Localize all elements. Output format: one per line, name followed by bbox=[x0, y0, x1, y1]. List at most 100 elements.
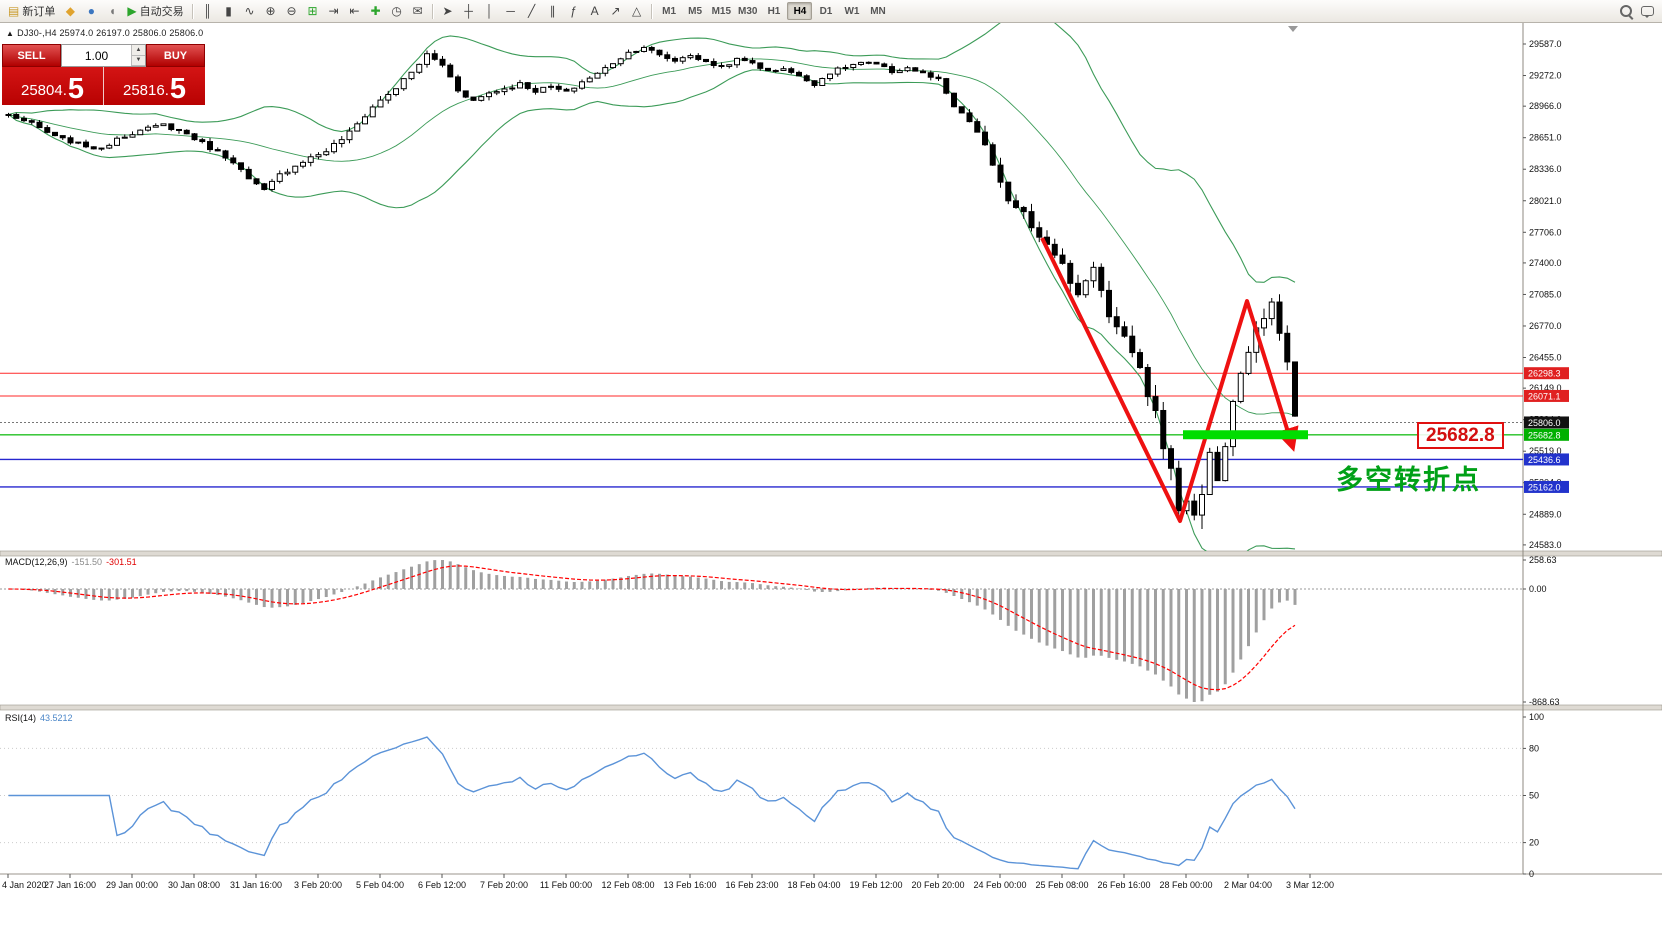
macd-signal-value: -301.51 bbox=[106, 557, 137, 567]
price-tag bbox=[1524, 367, 1569, 380]
horizontal-line-icon: ─ bbox=[506, 4, 515, 18]
candlestick-chart-icon[interactable]: ▮ bbox=[219, 2, 239, 21]
buy-price-main: 25816. bbox=[122, 82, 169, 99]
vertical-line-icon: │ bbox=[485, 4, 494, 18]
chat-icon[interactable] bbox=[1637, 2, 1658, 21]
auto-scroll-icon: ⇥ bbox=[328, 4, 339, 18]
svg-text:28021.0: 28021.0 bbox=[1529, 196, 1562, 206]
volume-field[interactable]: 1.00 ▲ ▼ bbox=[61, 44, 146, 67]
svg-text:258.63: 258.63 bbox=[1529, 555, 1557, 565]
fibonacci-icon[interactable]: ƒ bbox=[564, 2, 584, 21]
support-icon[interactable]: ◖ bbox=[102, 2, 122, 21]
rsi-panel[interactable]: 100 80 50 20 0 bbox=[0, 712, 1544, 879]
top-toolbar: ▤ 新订单 ◆ ● ◖ ▶ 自动交易 ║ ▮ ∿ ⊕ ⊖ ⊞ ⇥ ⇤ ✚ ◷ ✉ ➤ ┼ │ ─ ╱ ∥ ƒ A ↗ △ M1 M5 M15… bbox=[0, 0, 1662, 23]
zoom-in-icon[interactable]: ⊕ bbox=[261, 2, 281, 21]
wallet-icon[interactable]: ◆ bbox=[60, 2, 80, 21]
horizontal-line-icon[interactable]: ─ bbox=[501, 2, 521, 21]
svg-text:2 Mar 04:00: 2 Mar 04:00 bbox=[1224, 880, 1272, 890]
zoom-out-icon[interactable]: ⊖ bbox=[282, 2, 302, 21]
chart-shift-icon[interactable]: ⇤ bbox=[345, 2, 365, 21]
svg-text:13 Feb 16:00: 13 Feb 16:00 bbox=[663, 880, 716, 890]
alerts-icon[interactable]: ✉ bbox=[408, 2, 428, 21]
arrows-icon: ↗ bbox=[610, 4, 621, 18]
line-chart-icon[interactable]: ∿ bbox=[240, 2, 260, 21]
bar-chart-icon: ║ bbox=[203, 4, 212, 18]
trend-arrow-drawing[interactable] bbox=[1040, 237, 1299, 523]
buy-button[interactable]: BUY bbox=[146, 44, 205, 67]
chart-shift-marker-icon bbox=[1288, 26, 1298, 32]
chart-shift-icon: ⇤ bbox=[349, 4, 360, 18]
sell-price[interactable]: 25804. 5 bbox=[2, 67, 104, 105]
text-icon[interactable]: A bbox=[585, 2, 605, 21]
price-annotation-box[interactable]: 25682.8 bbox=[1417, 422, 1504, 449]
turning-point-annotation[interactable]: 多空转折点 bbox=[1336, 465, 1481, 495]
new-order-icon: ▤ bbox=[8, 4, 20, 18]
volume-down-button[interactable]: ▼ bbox=[132, 55, 145, 66]
toolbar-separator bbox=[650, 3, 653, 19]
trendline-icon[interactable]: ╱ bbox=[522, 2, 542, 21]
timeframe-d1-button[interactable]: D1 bbox=[819, 5, 833, 17]
panel-separator-macd[interactable] bbox=[0, 550, 1662, 557]
timeframe-h4-button[interactable]: H4 bbox=[787, 2, 813, 20]
svg-text:-868.63: -868.63 bbox=[1529, 697, 1560, 707]
svg-text:18 Feb 04:00: 18 Feb 04:00 bbox=[787, 880, 840, 890]
svg-text:25 Feb 08:00: 25 Feb 08:00 bbox=[1035, 880, 1088, 890]
svg-text:26770.0: 26770.0 bbox=[1529, 321, 1562, 331]
svg-text:25162.0: 25162.0 bbox=[1528, 482, 1561, 492]
tile-windows-icon[interactable]: ⊞ bbox=[303, 2, 323, 21]
timeframe-m5-button[interactable]: M5 bbox=[688, 5, 703, 17]
bollinger-middle-band[interactable] bbox=[8, 58, 1296, 417]
buy-price[interactable]: 25816. 5 bbox=[104, 67, 205, 105]
arrows-icon[interactable]: ↗ bbox=[606, 2, 626, 21]
indicators-icon[interactable]: ✚ bbox=[366, 2, 386, 21]
volume-value[interactable]: 1.00 bbox=[84, 48, 109, 63]
new-order-button[interactable]: ▤ 新订单 bbox=[4, 2, 59, 21]
shapes-icon: △ bbox=[631, 4, 642, 18]
svg-text:28 Feb 00:00: 28 Feb 00:00 bbox=[1159, 880, 1212, 890]
crosshair-icon[interactable]: ┼ bbox=[459, 2, 479, 21]
volume-up-button[interactable]: ▲ bbox=[132, 45, 145, 56]
svg-text:26455.0: 26455.0 bbox=[1529, 353, 1562, 363]
symbol-ohlc-header: ▲ DJ30-,H4 25974.0 26197.0 25806.0 25806.… bbox=[6, 28, 203, 38]
profile-icon[interactable]: ● bbox=[81, 2, 101, 21]
tile-windows-icon: ⊞ bbox=[307, 4, 318, 18]
timeframe-w1-button[interactable]: W1 bbox=[844, 5, 860, 17]
text-icon: A bbox=[590, 4, 599, 18]
svg-text:27706.0: 27706.0 bbox=[1529, 227, 1562, 237]
period-icon: ◷ bbox=[391, 4, 402, 18]
timeframe-h1-button[interactable]: H1 bbox=[767, 5, 781, 17]
vertical-line-icon[interactable]: │ bbox=[480, 2, 500, 21]
auto-scroll-icon[interactable]: ⇥ bbox=[324, 2, 344, 21]
search-icon[interactable] bbox=[1616, 2, 1636, 21]
shapes-icon[interactable]: △ bbox=[627, 2, 647, 21]
bollinger-lower-band[interactable] bbox=[8, 69, 1296, 564]
svg-text:28966.0: 28966.0 bbox=[1529, 101, 1562, 111]
macd-panel[interactable]: 258.63 0.00 -868.63 bbox=[0, 555, 1560, 707]
channel-icon[interactable]: ∥ bbox=[543, 2, 563, 21]
svg-text:11 Feb 00:00: 11 Feb 00:00 bbox=[540, 880, 592, 890]
timeframe-m1-button[interactable]: M1 bbox=[662, 5, 677, 17]
price-tag bbox=[1524, 416, 1569, 429]
price-panel[interactable] bbox=[0, 15, 1523, 564]
svg-text:25806.0: 25806.0 bbox=[1528, 418, 1561, 428]
price-axis[interactable]: 29587.0 29272.0 28966.0 28651.0 28336.0 28021… bbox=[1523, 39, 1569, 550]
period-icon[interactable]: ◷ bbox=[387, 2, 407, 21]
svg-text:29 Jan 00:00: 29 Jan 00:00 bbox=[106, 880, 158, 890]
timeframe-m30-button[interactable]: M30 bbox=[738, 5, 758, 17]
svg-text:29272.0: 29272.0 bbox=[1529, 71, 1562, 81]
svg-text:19 Feb 12:00: 19 Feb 12:00 bbox=[849, 880, 902, 890]
panel-separator-rsi[interactable] bbox=[0, 704, 1662, 711]
timeframe-mn-button[interactable]: MN bbox=[870, 5, 886, 17]
sell-button[interactable]: SELL bbox=[2, 44, 61, 67]
candlestick-series[interactable] bbox=[5, 45, 1298, 529]
timeframe-m15-button[interactable]: M15 bbox=[711, 5, 732, 17]
alerts-icon: ✉ bbox=[412, 4, 423, 18]
cursor-icon[interactable]: ➤ bbox=[438, 2, 458, 21]
sell-price-main: 25804. bbox=[20, 82, 67, 99]
autotrade-button[interactable]: ▶ 自动交易 bbox=[123, 2, 187, 21]
bollinger-upper-band[interactable] bbox=[8, 15, 1296, 283]
bar-chart-icon[interactable]: ║ bbox=[198, 2, 218, 21]
svg-text:25436.6: 25436.6 bbox=[1528, 455, 1561, 465]
